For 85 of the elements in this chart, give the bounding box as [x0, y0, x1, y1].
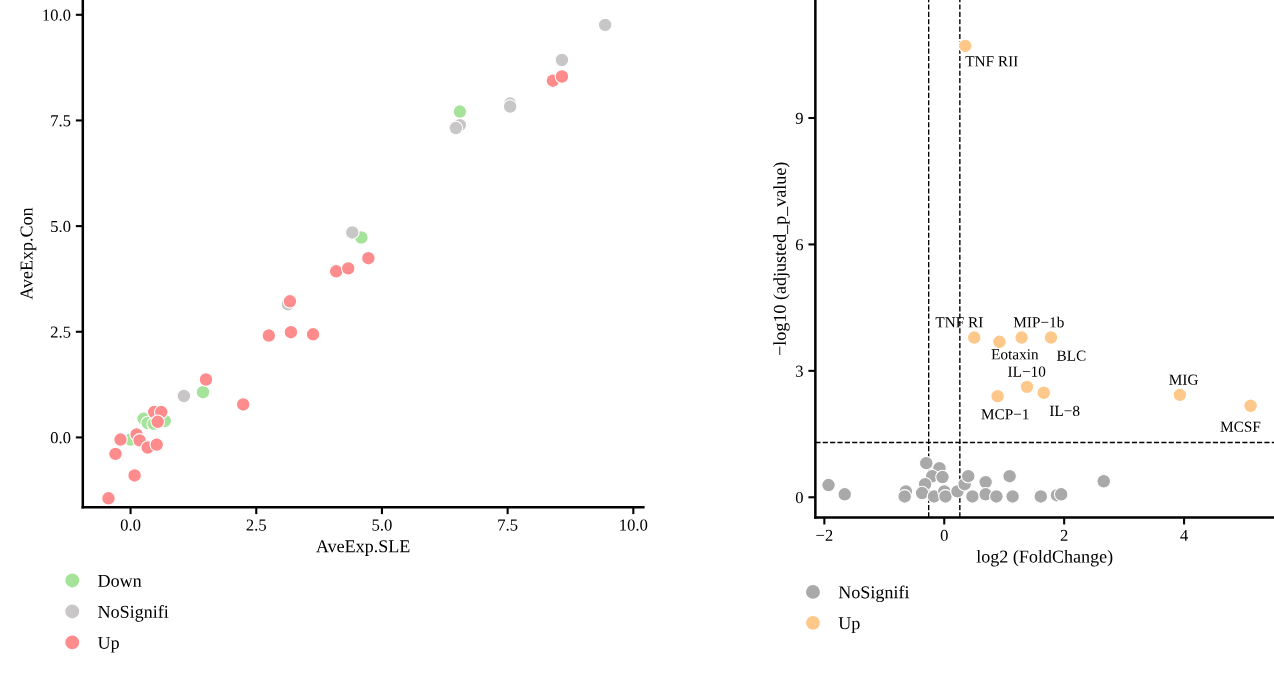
- x-tick-label: −2: [816, 529, 833, 541]
- point: [361, 250, 376, 266]
- point: [966, 330, 982, 345]
- point: [198, 372, 214, 387]
- y-tick-label: 0: [795, 491, 803, 504]
- legend-label: NoSignifi: [838, 585, 910, 603]
- annotation: MIG: [1169, 374, 1198, 385]
- point: [328, 264, 344, 279]
- point: [990, 388, 1005, 404]
- point: [344, 225, 360, 240]
- point: [452, 104, 468, 119]
- y-axis-title: AveExp.Con: [20, 207, 37, 300]
- annotation: IL−10: [1008, 366, 1046, 377]
- point: [821, 477, 836, 493]
- point: [127, 468, 142, 483]
- point: [989, 489, 1004, 504]
- point: [283, 324, 299, 340]
- x-tick-label: 0: [940, 529, 948, 542]
- point: [101, 490, 116, 506]
- annotation: MCP−1: [981, 409, 1029, 420]
- point: [176, 388, 192, 404]
- y-tick-label: 9: [795, 112, 803, 124]
- point: [938, 489, 953, 504]
- annotation: MIP−1b: [1013, 316, 1064, 328]
- x-tick-label: 0.0: [120, 519, 141, 531]
- y-tick-label: 10.0: [43, 9, 71, 21]
- x-axis-title: log2 (FoldChange): [976, 549, 1113, 567]
- point: [957, 38, 973, 54]
- annotation: IL−8: [1049, 405, 1080, 417]
- point: [965, 489, 980, 504]
- point: [108, 446, 123, 462]
- y-tick-label: 7.5: [51, 115, 71, 127]
- y-tick-label: 6: [795, 239, 804, 251]
- point: [914, 485, 930, 501]
- point: [837, 486, 853, 502]
- point: [149, 437, 165, 452]
- x-tick-label: 5.0: [372, 519, 392, 531]
- point: [918, 455, 934, 471]
- x-tick-label: 2.5: [246, 519, 267, 531]
- x-axis-title: AveExp.SLE: [316, 540, 410, 556]
- point: [554, 69, 570, 84]
- y-tick-label: 5.0: [51, 220, 71, 233]
- x-tick-label: 10.0: [620, 519, 648, 531]
- legend-label: Down: [98, 574, 142, 587]
- point: [1033, 489, 1049, 504]
- legend-label: NoSignifi: [98, 605, 169, 622]
- point: [960, 468, 976, 484]
- point: [1096, 473, 1112, 489]
- annotation: BLC: [1056, 350, 1086, 361]
- legend-label: Up: [838, 617, 860, 634]
- y-axis-title: −log10 (adjusted_p_value): [773, 162, 790, 355]
- point: [261, 328, 277, 343]
- point: [235, 397, 251, 412]
- point: [1172, 387, 1188, 403]
- y-tick-label: 2.5: [50, 326, 71, 338]
- point: [448, 120, 464, 136]
- y-tick-label: 0.0: [50, 432, 71, 444]
- annotation: TNF RI: [935, 317, 983, 328]
- point: [113, 432, 128, 447]
- point: [340, 261, 356, 276]
- annotation: TNF RII: [965, 56, 1018, 67]
- point: [1014, 330, 1029, 345]
- x-tick-label: 2: [1060, 529, 1068, 541]
- annotation: Eotaxin: [991, 349, 1039, 360]
- point: [1005, 489, 1020, 504]
- point: [1043, 330, 1059, 345]
- x-tick-label: 4: [1180, 529, 1188, 541]
- point: [1019, 379, 1035, 395]
- point: [992, 334, 1007, 350]
- y-tick-label: 3: [796, 365, 803, 377]
- point: [195, 384, 211, 400]
- point: [150, 414, 166, 430]
- point: [597, 17, 613, 33]
- point: [1053, 486, 1069, 502]
- point: [897, 489, 913, 504]
- point: [305, 326, 321, 342]
- point: [935, 469, 950, 485]
- point: [1002, 468, 1017, 484]
- point: [978, 474, 993, 490]
- annotation: MCSF: [1220, 421, 1261, 432]
- point: [1243, 398, 1258, 414]
- point: [1036, 385, 1052, 401]
- legend-label: Up: [97, 636, 119, 653]
- x-tick-label: 7.5: [498, 519, 518, 531]
- point: [554, 52, 570, 68]
